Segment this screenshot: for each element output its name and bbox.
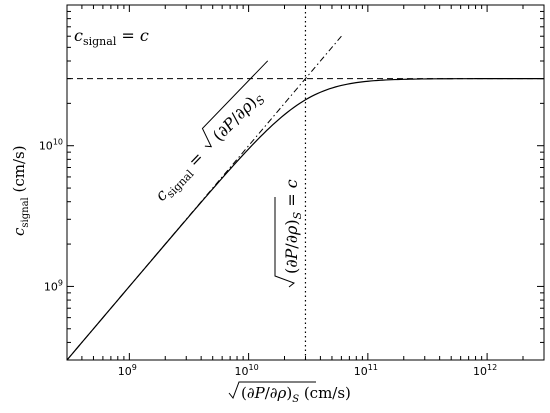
x-axis-label: (∂P/∂ρ)S (cm/s)	[228, 381, 351, 405]
sound-speed-line-label: csignal = (∂P/∂ρ)S	[151, 60, 268, 207]
x-tick-label: 1010	[235, 363, 259, 378]
sound-speed-line	[67, 35, 342, 360]
annotations-layer: csignal = c csignal = (∂P/∂ρ)S (∂P/∂ρ)S …	[74, 26, 304, 288]
c-equals-line-label: csignal = c	[74, 26, 149, 48]
svg-text:(∂P/∂ρ)S (cm/s): (∂P/∂ρ)S (cm/s)	[241, 384, 351, 405]
lines-layer	[67, 5, 544, 360]
y-tick-label: 1010	[39, 138, 63, 153]
x-tick-label: 109	[118, 363, 137, 378]
svg-text:csignal =: csignal =	[151, 148, 209, 207]
plot-frame	[66, 4, 545, 361]
y-axis-label: csignal (cm/s)	[10, 145, 31, 236]
y-tick-label: 109	[44, 278, 63, 293]
ticks-layer: 109 1010 1011 1012 109 1010	[39, 4, 545, 378]
vertical-line-label: (∂P/∂ρ)S = c	[274, 179, 304, 288]
svg-text:csignal (cm/s): csignal (cm/s)	[10, 145, 31, 236]
x-tick-label: 1011	[354, 363, 378, 378]
svg-text:(∂P/∂ρ)S = c: (∂P/∂ρ)S = c	[282, 179, 304, 274]
x-tick-label: 1012	[473, 363, 497, 378]
